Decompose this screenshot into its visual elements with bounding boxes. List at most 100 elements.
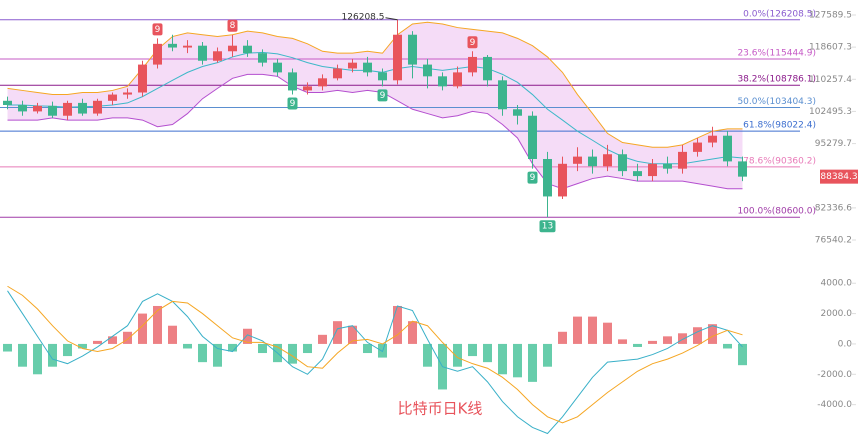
td-marker-bg <box>227 19 238 32</box>
macd-bar <box>723 343 732 349</box>
td-marker: 9 <box>155 25 161 35</box>
macd-bar <box>558 331 567 344</box>
candle-body <box>513 109 522 116</box>
candle-body <box>468 56 477 73</box>
y-tick-label: 102495.3 <box>809 107 852 117</box>
y-tick-label: 76540.2 <box>815 236 852 246</box>
candle-body <box>663 163 672 169</box>
peak-pointer <box>385 17 398 21</box>
macd-bar <box>468 343 477 357</box>
candle-body <box>438 76 447 87</box>
macd-line <box>7 285 743 424</box>
macd-bar <box>543 343 552 367</box>
fib-level-label: 38.2%(108786.1) <box>737 75 816 85</box>
macd-bar <box>18 343 27 367</box>
candle-body <box>333 68 342 79</box>
fib-level-label: 50.0%(103404.3) <box>737 97 816 107</box>
y-tick-label: 2000.0 <box>821 309 853 319</box>
macd-bar <box>453 343 462 367</box>
band-line <box>7 21 743 148</box>
td-marker-bg <box>539 220 556 233</box>
macd-bar <box>48 343 57 367</box>
candle-body <box>603 154 612 167</box>
macd-bar <box>513 343 522 378</box>
macd-bar <box>3 343 12 352</box>
last-price-box <box>820 169 858 184</box>
macd-bar <box>93 340 102 344</box>
macd-bar <box>108 336 117 344</box>
candle-body <box>318 78 327 87</box>
y-tick-label: -2000.0 <box>817 370 852 380</box>
candle-body <box>723 135 732 162</box>
fib-level-label: 61.8%(98022.4) <box>743 121 816 131</box>
td-marker: 9 <box>290 99 296 109</box>
candle-body <box>618 154 627 172</box>
candle-body <box>498 80 507 110</box>
macd-bar <box>288 343 297 364</box>
candle-body <box>213 51 222 61</box>
candle-body <box>3 100 12 106</box>
candle-body <box>138 64 147 93</box>
y-tick-label: 110257.4 <box>809 75 852 85</box>
y-tick-label: 82336.6 <box>815 203 852 213</box>
macd-bar <box>423 343 432 367</box>
macd-bar <box>498 343 507 375</box>
macd-bar <box>573 316 582 344</box>
candle-body <box>693 142 702 152</box>
macd-bar <box>348 325 357 344</box>
td-marker-bg <box>287 97 298 110</box>
fib-level-label: 23.6%(115444.9) <box>737 49 816 59</box>
macd-bar <box>138 313 147 344</box>
macd-bar <box>243 328 252 344</box>
td-marker-bg <box>527 171 538 184</box>
macd-bar <box>678 333 687 344</box>
macd-bar <box>318 334 327 344</box>
td-marker: 13 <box>542 222 553 232</box>
candle-body <box>93 100 102 114</box>
candle-body <box>198 45 207 61</box>
candle-body <box>558 163 567 197</box>
macd-bar <box>333 321 342 344</box>
candle-body <box>228 45 237 52</box>
candle-body <box>48 105 57 116</box>
macd-bar <box>693 327 702 344</box>
macd-bar <box>123 331 132 344</box>
macd-bar <box>213 343 222 367</box>
macd-bar <box>408 321 417 344</box>
candle-body <box>258 53 267 63</box>
candle-body <box>408 34 417 65</box>
candle-body <box>78 102 87 114</box>
candle-body <box>378 72 387 81</box>
last-price-label: 88384.3 <box>820 172 857 182</box>
y-tick-label: 127589.5 <box>809 11 852 21</box>
candle-body <box>528 115 537 159</box>
candle-body <box>243 45 252 54</box>
td-marker-bg <box>377 89 388 102</box>
candle-body <box>393 34 402 81</box>
macd-bar <box>33 343 42 375</box>
macd-bar <box>708 324 717 344</box>
macd-bar <box>78 343 87 349</box>
y-tick-label: -4000.0 <box>817 400 852 410</box>
td-marker: 9 <box>380 91 386 101</box>
td-marker: 8 <box>230 21 236 31</box>
candle-body <box>183 45 192 48</box>
candle-body <box>273 62 282 73</box>
fib-level-label: 100.0%(80600.0) <box>737 207 816 217</box>
y-tick-label: 95279.7 <box>815 139 852 149</box>
candle-body <box>168 43 177 48</box>
candle-body <box>423 64 432 77</box>
candle-body <box>108 94 117 101</box>
candle-body <box>483 56 492 81</box>
macd-bar <box>588 316 597 344</box>
candle-body <box>573 156 582 164</box>
candle-body <box>123 92 132 95</box>
macd-line <box>7 290 743 435</box>
band-line <box>7 73 743 190</box>
macd-bar <box>363 343 372 354</box>
y-tick-label: 4000.0 <box>821 279 853 289</box>
macd-bar <box>618 339 627 344</box>
td-marker-bg <box>152 23 163 36</box>
candle-body <box>363 62 372 73</box>
macd-bar <box>63 343 72 357</box>
